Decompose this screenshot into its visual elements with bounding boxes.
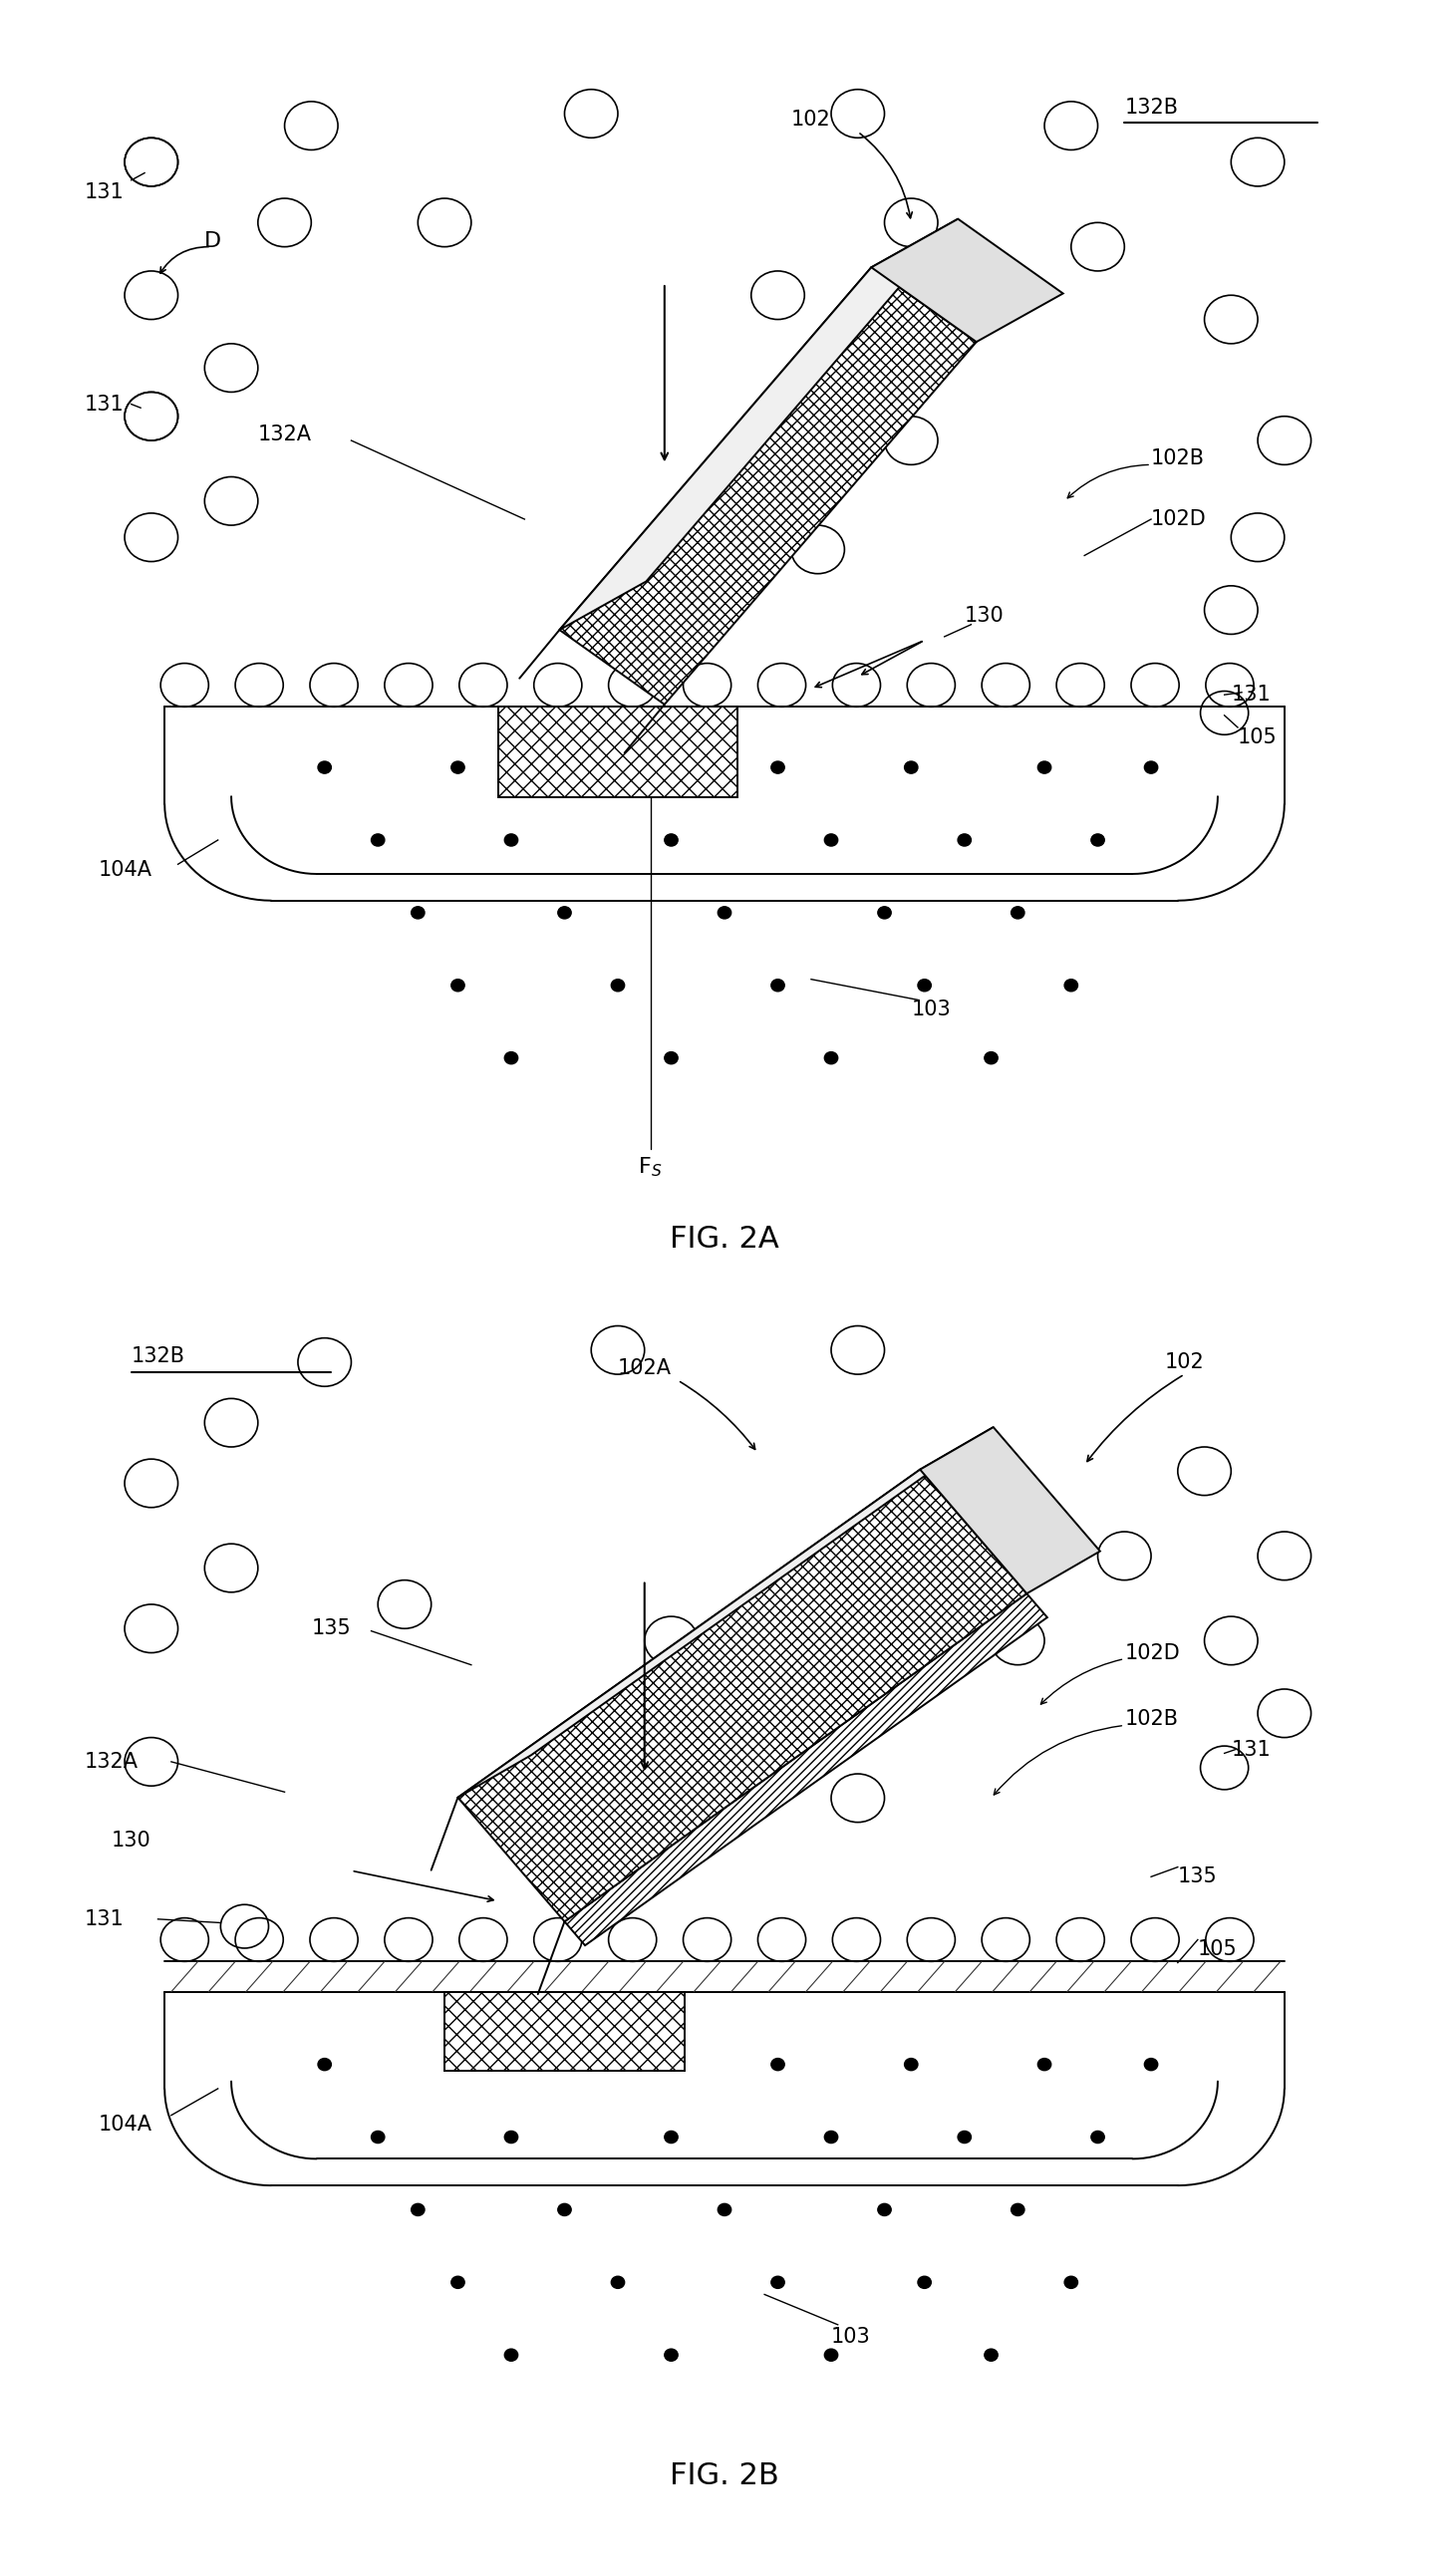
Text: 130: 130 xyxy=(965,605,1004,626)
Circle shape xyxy=(1065,2277,1078,2287)
Text: 132A: 132A xyxy=(258,425,312,446)
Text: 135: 135 xyxy=(1178,1868,1217,1886)
Circle shape xyxy=(1145,762,1158,773)
Text: 103: 103 xyxy=(911,999,951,1020)
Circle shape xyxy=(558,2202,571,2215)
Circle shape xyxy=(824,2349,838,2362)
Text: 105: 105 xyxy=(1237,726,1278,747)
Polygon shape xyxy=(458,1427,994,1798)
Text: 131: 131 xyxy=(84,394,125,415)
Circle shape xyxy=(451,2277,465,2287)
Circle shape xyxy=(878,2202,891,2215)
Circle shape xyxy=(611,979,625,992)
Bar xyxy=(498,706,738,799)
Circle shape xyxy=(665,1051,678,1064)
Circle shape xyxy=(611,2277,625,2287)
Circle shape xyxy=(824,1051,838,1064)
Circle shape xyxy=(824,2130,838,2143)
Text: 104A: 104A xyxy=(99,2115,152,2136)
Text: 102A: 102A xyxy=(617,1358,672,1378)
Circle shape xyxy=(412,907,425,920)
Text: 131: 131 xyxy=(84,183,125,204)
Circle shape xyxy=(984,2349,998,2362)
Polygon shape xyxy=(559,268,977,703)
Circle shape xyxy=(611,2058,625,2071)
Circle shape xyxy=(984,1051,998,1064)
Circle shape xyxy=(1037,2058,1051,2071)
Text: 102D: 102D xyxy=(1151,510,1207,528)
Circle shape xyxy=(1145,2058,1158,2071)
Circle shape xyxy=(1011,907,1024,920)
Bar xyxy=(445,1991,684,2071)
Text: 131: 131 xyxy=(84,1909,125,1929)
Circle shape xyxy=(317,762,332,773)
Circle shape xyxy=(451,979,465,992)
Circle shape xyxy=(665,2349,678,2362)
Circle shape xyxy=(917,979,932,992)
Circle shape xyxy=(1065,979,1078,992)
Polygon shape xyxy=(458,1468,1027,1922)
Circle shape xyxy=(1011,2202,1024,2215)
Circle shape xyxy=(504,2130,517,2143)
Circle shape xyxy=(771,2277,784,2287)
Text: 102: 102 xyxy=(791,111,830,129)
Text: 132B: 132B xyxy=(132,1347,185,1365)
Text: 102B: 102B xyxy=(1124,1710,1178,1728)
Circle shape xyxy=(504,835,517,845)
Circle shape xyxy=(771,2058,784,2071)
Text: 132A: 132A xyxy=(84,1752,139,1772)
Text: 105: 105 xyxy=(1198,1940,1237,1960)
Circle shape xyxy=(917,2277,932,2287)
Circle shape xyxy=(317,2058,332,2071)
Circle shape xyxy=(771,979,784,992)
Polygon shape xyxy=(920,1427,1100,1595)
Circle shape xyxy=(1037,762,1051,773)
Text: 102D: 102D xyxy=(1124,1643,1179,1662)
Text: 131: 131 xyxy=(1232,1739,1271,1759)
Circle shape xyxy=(717,907,732,920)
Text: 130: 130 xyxy=(112,1832,151,1850)
Circle shape xyxy=(412,2202,425,2215)
Text: F$_S$: F$_S$ xyxy=(638,1154,662,1180)
Text: 135: 135 xyxy=(312,1618,351,1638)
Circle shape xyxy=(717,2202,732,2215)
Circle shape xyxy=(558,907,571,920)
Text: FIG. 2A: FIG. 2A xyxy=(669,1226,780,1255)
Circle shape xyxy=(904,2058,917,2071)
Circle shape xyxy=(824,835,838,845)
Circle shape xyxy=(451,762,465,773)
Polygon shape xyxy=(565,1595,1048,1945)
Circle shape xyxy=(1091,2130,1104,2143)
Circle shape xyxy=(665,835,678,845)
Circle shape xyxy=(771,762,784,773)
Circle shape xyxy=(611,762,625,773)
Circle shape xyxy=(451,2058,465,2071)
Text: 131: 131 xyxy=(1232,685,1271,706)
Text: FIG. 2B: FIG. 2B xyxy=(669,2463,780,2491)
Polygon shape xyxy=(871,219,1064,343)
Circle shape xyxy=(904,762,917,773)
Circle shape xyxy=(371,835,384,845)
Circle shape xyxy=(665,2130,678,2143)
Text: 102: 102 xyxy=(1165,1352,1204,1373)
Circle shape xyxy=(1091,835,1104,845)
Circle shape xyxy=(504,2349,517,2362)
Circle shape xyxy=(371,2130,384,2143)
Text: 103: 103 xyxy=(832,2326,871,2347)
Polygon shape xyxy=(559,219,958,631)
Text: D: D xyxy=(204,232,222,250)
Circle shape xyxy=(504,1051,517,1064)
Text: 104A: 104A xyxy=(99,860,152,881)
Text: 132B: 132B xyxy=(1124,98,1178,118)
Circle shape xyxy=(958,2130,971,2143)
Circle shape xyxy=(958,835,971,845)
Circle shape xyxy=(878,907,891,920)
Text: 102B: 102B xyxy=(1151,448,1206,469)
